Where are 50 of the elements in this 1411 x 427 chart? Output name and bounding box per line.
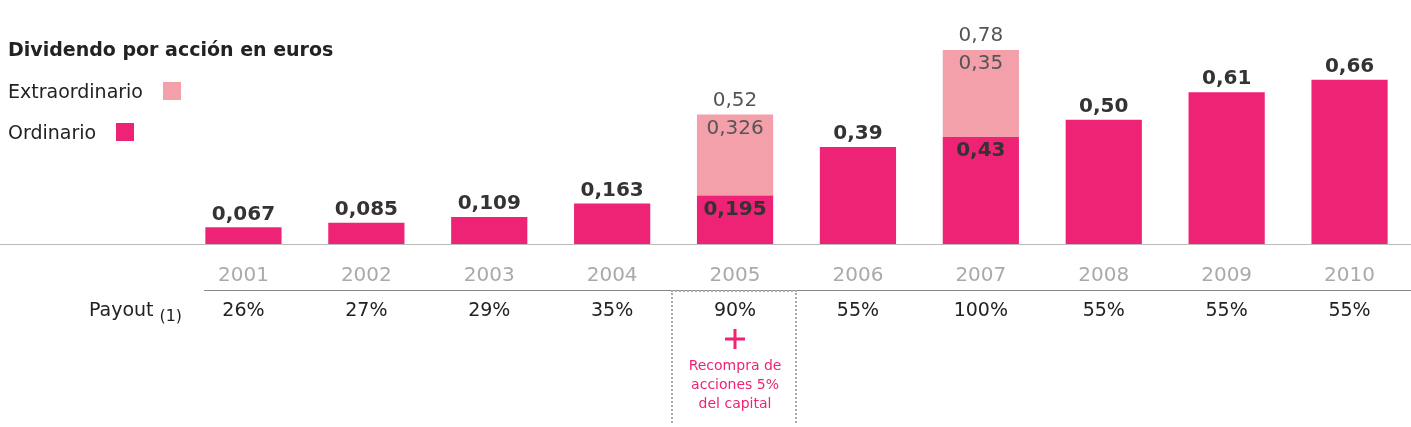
x-tick-label: 2006 bbox=[832, 262, 884, 287]
data-label: 0,35 bbox=[958, 50, 1004, 75]
data-label: 0,067 bbox=[211, 200, 276, 225]
bar bbox=[942, 49, 1019, 138]
x-tick-label: 2007 bbox=[955, 262, 1007, 287]
data-label: 0,195 bbox=[703, 195, 767, 220]
text: 27% bbox=[344, 298, 389, 320]
text: 55% bbox=[835, 298, 881, 320]
data-label: 0,085 bbox=[334, 196, 398, 221]
bar bbox=[819, 146, 897, 244]
chart-title: Dividendo por acción en euros bbox=[8, 38, 334, 60]
data-label: 0,163 bbox=[580, 176, 644, 201]
x-tick-label: 2005 bbox=[709, 262, 761, 287]
bar bbox=[328, 222, 405, 244]
total-label: 0,52 bbox=[712, 86, 758, 111]
x-tick-label: 2008 bbox=[1078, 262, 1130, 287]
data-label: 0,109 bbox=[457, 190, 521, 215]
data-label: 0,66 bbox=[1324, 53, 1375, 78]
text: 55% bbox=[1081, 298, 1126, 320]
bar bbox=[942, 137, 1019, 244]
x-tick-label: 2001 bbox=[218, 262, 269, 287]
data-label: 0,43 bbox=[956, 137, 1006, 162]
text: 55% bbox=[1327, 298, 1372, 320]
bar bbox=[574, 203, 651, 244]
data-label: 0,326 bbox=[706, 114, 764, 139]
bar bbox=[1188, 92, 1265, 244]
data-label: 0,39 bbox=[833, 120, 883, 145]
text: 26% bbox=[221, 298, 266, 320]
x-tick-label: 2009 bbox=[1201, 262, 1253, 287]
x-tick-label: 2003 bbox=[463, 262, 515, 287]
bar bbox=[696, 114, 774, 196]
text: 100% bbox=[952, 298, 1009, 320]
text: Recompra de acciones 5% del capital bbox=[687, 356, 783, 413]
data-label: 0,61 bbox=[1201, 65, 1252, 90]
text: 90% bbox=[712, 298, 758, 320]
x-tick-label: 2002 bbox=[340, 262, 392, 287]
text: Payout $_{(1)}$ bbox=[88, 298, 182, 325]
total-label: 0,78 bbox=[958, 22, 1004, 47]
legend-label: Ordinario bbox=[8, 121, 97, 143]
text: 29% bbox=[467, 298, 512, 320]
text: 55% bbox=[1204, 298, 1249, 320]
legend-label: Extraordinario bbox=[8, 80, 143, 102]
data-label: 0,50 bbox=[1079, 92, 1129, 117]
text: 35% bbox=[590, 298, 635, 320]
x-tick-label: 2004 bbox=[586, 262, 638, 287]
x-tick-label: 2010 bbox=[1324, 262, 1375, 287]
bar bbox=[451, 216, 528, 244]
bar bbox=[1311, 79, 1388, 244]
bar bbox=[205, 227, 282, 244]
bar bbox=[1065, 119, 1142, 244]
